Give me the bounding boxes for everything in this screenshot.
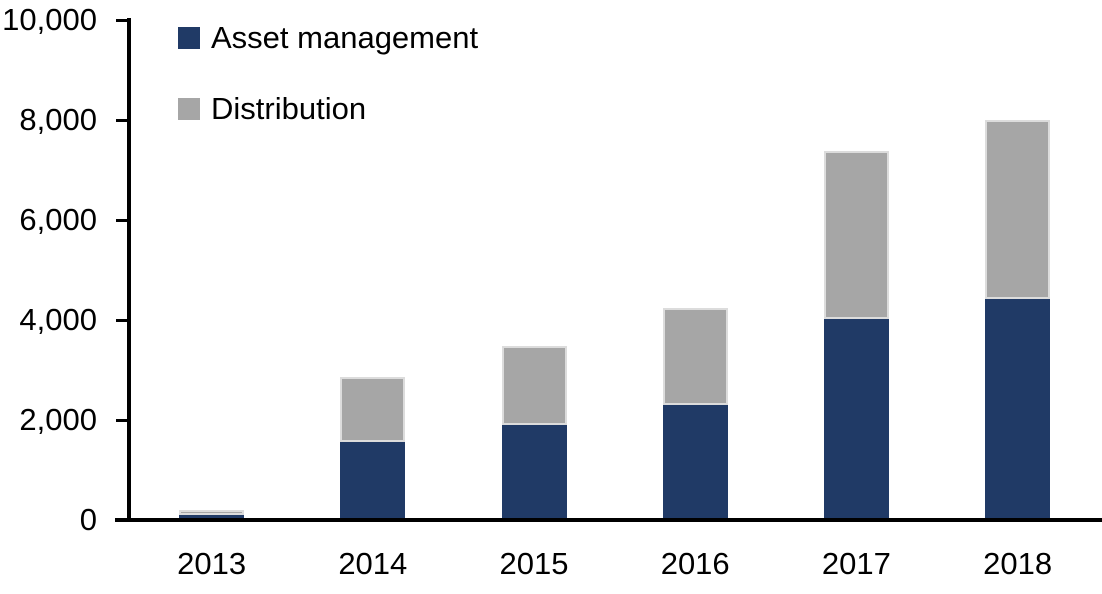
y-axis-tick	[116, 19, 129, 22]
y-axis-tick-label: 0	[79, 502, 97, 537]
bar-segment-distribution-2016	[662, 307, 728, 405]
x-axis-label: 2013	[177, 546, 247, 581]
y-axis-tick	[116, 119, 129, 122]
x-axis-line	[115, 518, 1102, 522]
legend-swatch-distribution	[178, 98, 200, 120]
y-axis-tick	[116, 519, 129, 522]
legend-item-distribution: Distribution	[178, 91, 367, 126]
y-axis-tick-label: 6,000	[19, 202, 97, 237]
legend-swatch-asset-management	[178, 27, 200, 49]
y-axis-tick-label: 10,000	[2, 2, 97, 37]
y-axis-tick	[116, 319, 129, 322]
y-axis-tick-label: 2,000	[19, 402, 97, 437]
x-axis-label: 2016	[660, 546, 730, 581]
bar-segment-distribution-2018	[985, 120, 1051, 299]
legend-item-asset-management: Asset management	[178, 20, 479, 55]
bar-segment-asset-management-2016	[662, 404, 728, 520]
bar-segment-asset-management-2014	[340, 442, 406, 520]
bar-segment-asset-management-2017	[823, 318, 889, 520]
y-axis-tick	[116, 419, 129, 422]
bar-segment-distribution-2013	[179, 509, 245, 515]
bar-segment-asset-management-2018	[985, 298, 1051, 520]
legend-label-asset-management: Asset management	[211, 20, 479, 55]
y-axis-line	[127, 18, 131, 522]
legend-label-distribution: Distribution	[211, 91, 367, 126]
y-axis-tick-label: 4,000	[19, 302, 97, 337]
bar-segment-distribution-2017	[823, 151, 889, 319]
bar-segment-asset-management-2013	[179, 515, 245, 520]
x-axis-label: 2015	[499, 546, 569, 581]
y-axis-tick	[116, 219, 129, 222]
x-axis-label: 2018	[983, 546, 1053, 581]
bar-segment-asset-management-2015	[501, 425, 567, 520]
bar-segment-distribution-2015	[501, 345, 567, 425]
x-axis-label: 2017	[821, 546, 891, 581]
y-axis-tick-label: 8,000	[19, 102, 97, 137]
x-axis-label: 2014	[338, 546, 408, 581]
bar-segment-distribution-2014	[340, 377, 406, 442]
